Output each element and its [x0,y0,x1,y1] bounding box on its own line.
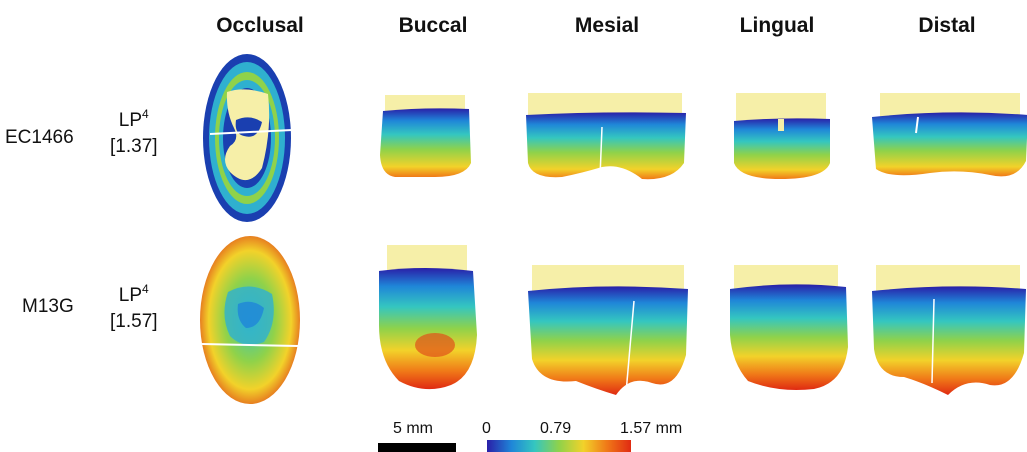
scale-bar-label: 5 mm [393,420,433,437]
column-header-occlusal: Occlusal [216,14,304,37]
occlusal-view-ec1466 [203,54,293,222]
lingual-view-ec1466 [734,93,830,179]
tooth-position: 4 [142,282,149,296]
tooth-type: LP [118,110,143,131]
colorbar-mid-label: 0.79 [540,420,572,437]
occlusal-view-m13g [200,236,300,404]
mesial-view-ec1466 [526,93,686,180]
buccal-view-m13g [379,245,477,390]
tooth-type: LP [118,285,143,306]
buccal-view-ec1466 [380,95,471,177]
tooth-thickness-value: [1.57] [110,311,158,332]
column-header-mesial: Mesial [574,14,640,37]
column-header-distal: Distal [918,14,976,37]
distal-view-m13g [872,265,1026,395]
scale-bar [378,443,456,452]
colorbar [487,440,631,452]
colorbar-min-label: 0 [482,420,491,437]
mesial-view-m13g [528,265,688,395]
distal-view-ec1466 [872,93,1027,177]
specimen-label-ec1466: EC1466 [5,127,74,148]
colorbar-max-label: 1.57 mm [620,420,683,437]
tooth-label-row1: LP4 [1.37] [110,101,158,160]
lingual-view-m13g [730,265,848,390]
tooth-position: 4 [142,107,149,121]
tooth-thickness-value: [1.37] [110,136,158,157]
specimen-label-m13g: M13G [22,296,74,317]
column-header-buccal: Buccal [398,14,468,37]
tooth-label-row2: LP4 [1.57] [110,276,158,335]
column-header-lingual: Lingual [739,14,815,37]
